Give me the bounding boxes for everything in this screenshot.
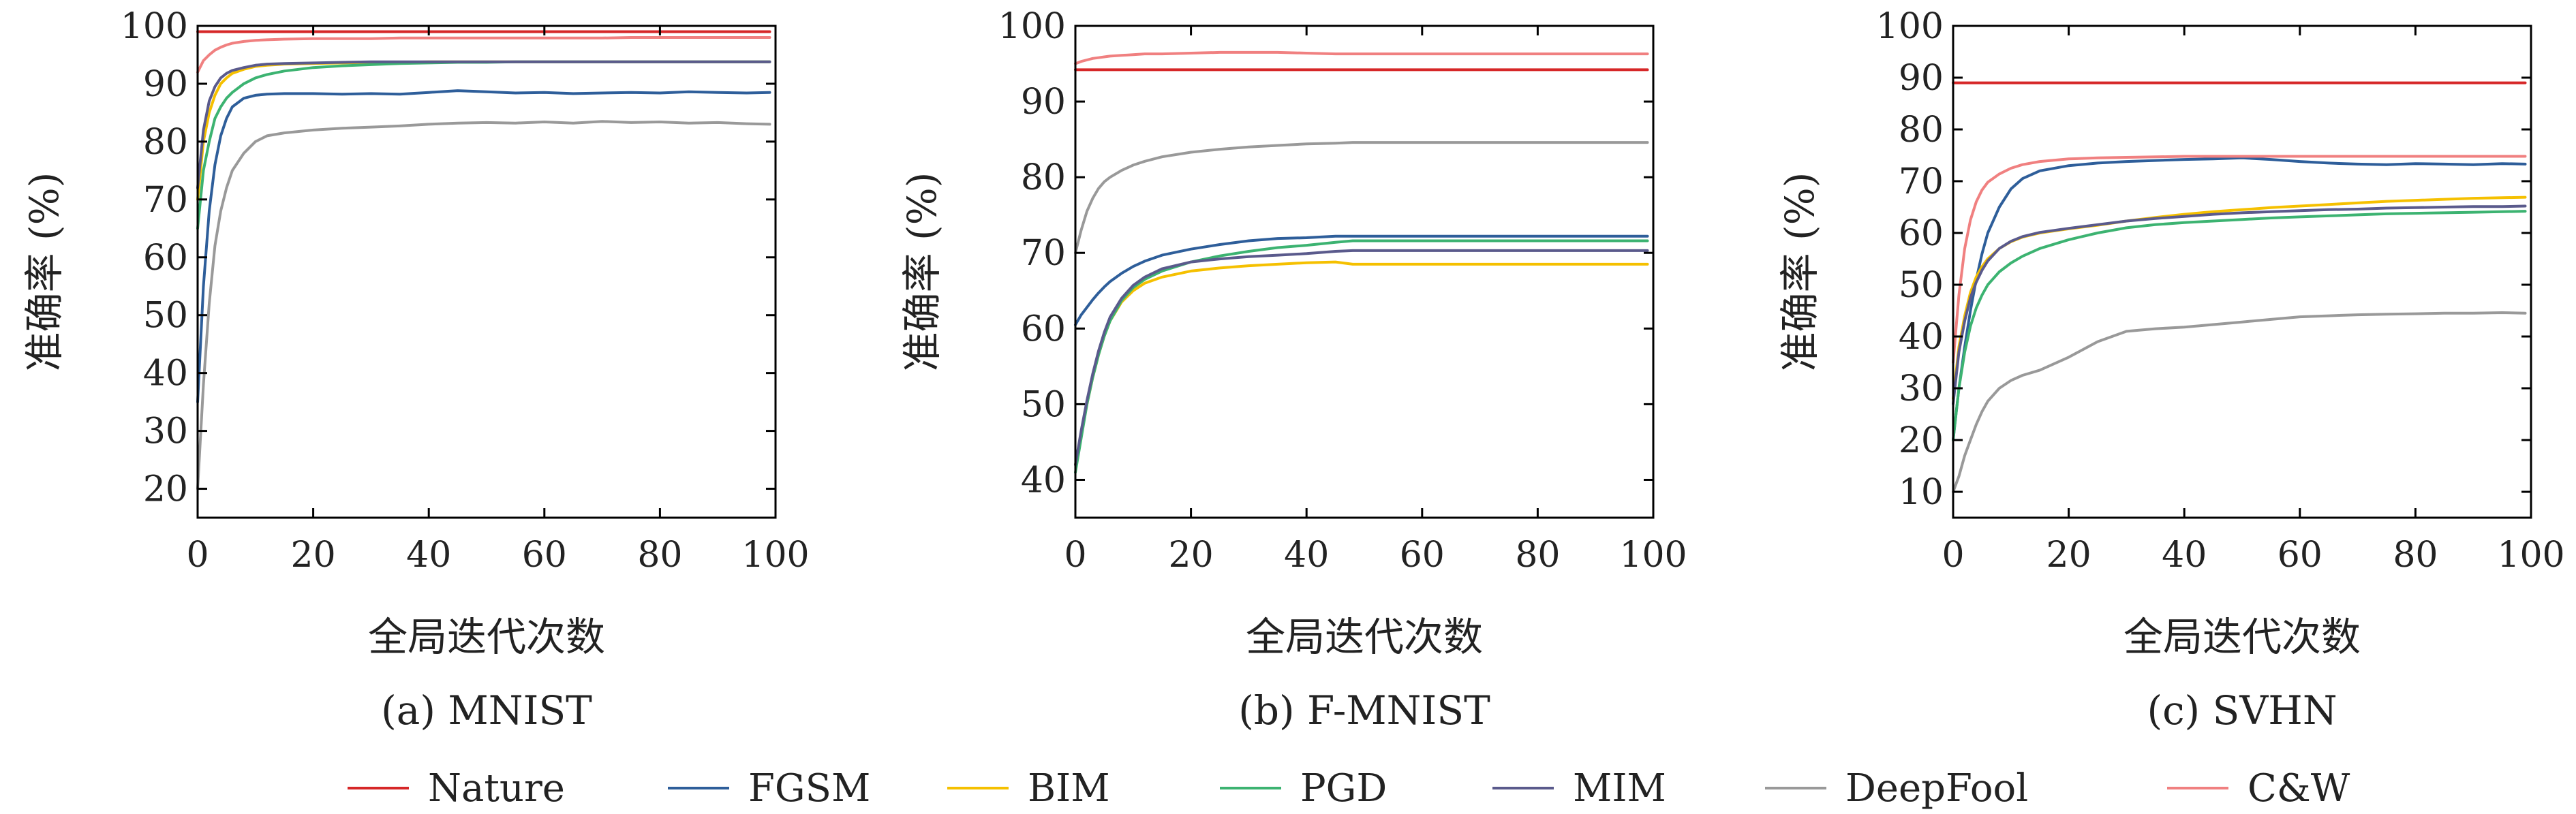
series-line-pgd	[1952, 210, 2527, 441]
y-tick-label: 90	[1021, 82, 1066, 123]
y-axis-label: 准确率 (%)	[21, 172, 67, 372]
y-tick-label: 70	[1899, 161, 1944, 202]
x-tick-label: 100	[2497, 535, 2564, 576]
series-line-mim	[196, 60, 771, 189]
x-tick-label: 60	[1400, 535, 1445, 576]
y-tick-label: 70	[143, 180, 188, 221]
series-line-bim	[1952, 195, 2527, 401]
y-tick-label: 30	[1899, 369, 1944, 409]
series-line-fgsm	[1074, 234, 1649, 326]
plot-frame	[1074, 25, 1655, 519]
series-line-bim	[1074, 260, 1649, 467]
y-tick-label: 50	[1021, 384, 1066, 425]
x-tick-label: 0	[1064, 535, 1086, 576]
x-tick-label: 100	[1619, 535, 1687, 576]
series-line-deepfool	[1074, 141, 1649, 255]
x-tick-label: 80	[1515, 535, 1560, 576]
chart-caption: (a) MNIST	[381, 687, 592, 734]
series-line-fgsm	[1952, 156, 2527, 441]
y-axis-label: 准确率 (%)	[1777, 172, 1823, 372]
x-tick-label: 20	[291, 535, 336, 576]
legend-label-bim: BIM	[1028, 766, 1110, 811]
x-tick-label: 0	[1942, 535, 1964, 576]
y-tick-label: 100	[121, 6, 188, 47]
x-tick-label: 40	[406, 535, 451, 576]
legend-label-deepfool: DeepFool	[1845, 766, 2028, 811]
series-line-bim	[196, 60, 771, 201]
y-tick-label: 40	[1021, 460, 1066, 501]
x-axis-label: 全局迭代次数	[1246, 614, 1483, 660]
y-tick-label: 100	[1876, 6, 1944, 47]
y-tick-label: 60	[143, 238, 188, 279]
series-line-mim	[1952, 204, 2527, 405]
y-tick-label: 60	[1899, 213, 1944, 254]
x-tick-label: 60	[2278, 535, 2322, 576]
chart-panel-1: 0 20 40 60 80 100 20 30 40 50 60 70 80 90 100 全局迭代次数 准确率…	[21, 6, 810, 734]
x-tick-label: 40	[1284, 535, 1329, 576]
x-axis-label: 全局迭代次数	[368, 614, 605, 660]
legend-label-cw: C&W	[2248, 766, 2350, 811]
y-tick-label: 30	[143, 411, 188, 452]
plot-frame	[196, 25, 777, 519]
y-tick-label: 70	[1021, 233, 1066, 274]
series-line-deepfool	[196, 120, 771, 490]
legend: Nature FGSM BIM PGD MIM DeepFool C&W	[348, 766, 2350, 811]
series-line-cw	[1074, 50, 1649, 65]
x-tick-label: 20	[2046, 535, 2091, 576]
legend-label-fgsm: FGSM	[748, 766, 870, 811]
x-tick-label: 60	[522, 535, 567, 576]
chart-panel-2: 0 20 40 60 80 100 40 50 60 70 80 90 100 全局迭代次数 准确率 (%)…	[899, 6, 1687, 734]
series-line-pgd	[1074, 239, 1649, 474]
y-tick-label: 40	[1899, 317, 1944, 358]
x-axis-label: 全局迭代次数	[2123, 614, 2361, 660]
x-tick-label: 0	[186, 535, 209, 576]
legend-label-mim: MIM	[1573, 766, 1666, 811]
y-tick-label: 50	[1899, 265, 1944, 306]
x-tick-label: 20	[1169, 535, 1214, 576]
x-tick-label: 80	[637, 535, 682, 576]
y-tick-label: 90	[1899, 58, 1944, 99]
y-tick-label: 80	[1899, 110, 1944, 151]
series-line-cw	[1952, 155, 2527, 364]
series-line-fgsm	[196, 89, 771, 404]
y-tick-label: 20	[143, 469, 188, 510]
y-tick-label: 50	[143, 296, 188, 336]
chart-caption: (b) F-MNIST	[1238, 687, 1490, 734]
x-tick-label: 40	[2162, 535, 2207, 576]
y-tick-label: 80	[143, 122, 188, 163]
series-line-deepfool	[1952, 311, 2527, 493]
y-tick-label: 90	[143, 64, 188, 105]
legend-label-nature: Nature	[428, 766, 565, 811]
legend-label-pgd: PGD	[1300, 766, 1387, 811]
series-line-pgd	[196, 60, 771, 230]
chart-panel-3: 0 20 40 60 80 100 10 20 30 40 50 60 70 80 90 100 全局迭代次数 准…	[1777, 6, 2565, 734]
plot-frame	[1952, 25, 2532, 519]
series-line-mim	[1074, 249, 1649, 467]
x-tick-label: 100	[741, 535, 809, 576]
series-line-cw	[196, 36, 771, 74]
chart-caption: (c) SVHN	[2147, 687, 2337, 734]
y-axis-label: 准确率 (%)	[899, 172, 945, 372]
y-tick-label: 60	[1021, 309, 1066, 349]
y-tick-label: 80	[1021, 157, 1066, 198]
y-tick-label: 10	[1899, 472, 1944, 513]
y-tick-label: 40	[143, 354, 188, 394]
y-tick-label: 20	[1899, 420, 1944, 461]
y-tick-label: 100	[998, 6, 1066, 47]
x-tick-label: 80	[2393, 535, 2438, 576]
